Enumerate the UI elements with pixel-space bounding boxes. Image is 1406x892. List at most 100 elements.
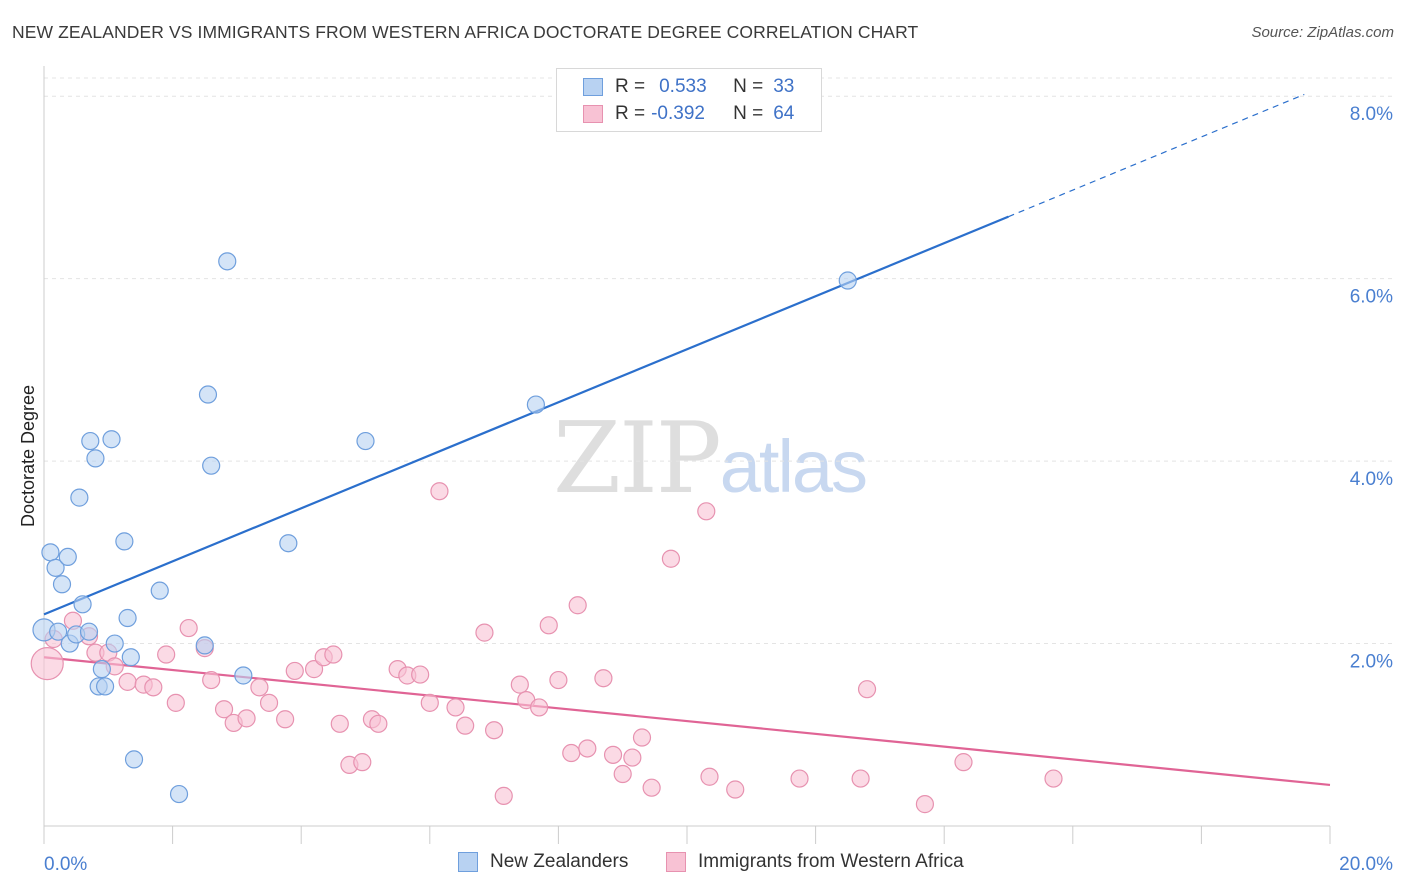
y-tick-label: 4.0% [1350,469,1393,490]
trendline-new-zealanders-projection [1008,93,1305,218]
point-new-zealanders [218,252,237,271]
legend-n-label: N = [733,103,764,124]
bottom-legend-item-new-zealanders: New Zealanders [458,851,628,873]
point-western-africa [697,502,716,521]
source-attribution: Source: ZipAtlas.com [1251,24,1394,41]
point-western-africa [915,795,935,814]
watermark-atlas: atlas [719,425,868,508]
point-western-africa [118,672,137,691]
point-western-africa [285,661,304,681]
axis-layer [43,66,1331,844]
bottom-legend-swatch-blue [458,852,478,872]
point-new-zealanders [92,660,111,679]
point-new-zealanders [102,430,121,449]
point-new-zealanders [150,581,169,600]
y-axis-label: Doctorate Degree [18,385,38,527]
point-western-africa [594,669,613,688]
point-western-africa [510,675,529,694]
point-western-africa [1044,769,1063,788]
point-western-africa [613,764,632,784]
point-new-zealanders [95,677,115,696]
watermark-zip: ZIP [553,402,722,516]
point-western-africa [562,743,581,763]
point-western-africa [330,714,349,733]
point-western-africa [539,616,558,635]
point-western-africa [700,767,719,786]
point-western-africa [851,769,870,788]
point-western-africa [144,678,163,697]
x-tick-label: 0.0% [44,854,87,875]
point-new-zealanders [124,750,144,769]
legend-n-value: 33 [773,76,795,97]
point-new-zealanders [195,636,214,655]
y-tick-label: 2.0% [1350,652,1393,673]
point-new-zealanders [526,395,545,414]
point-western-africa [237,709,256,728]
point-new-zealanders [121,648,140,667]
point-western-africa [179,618,198,638]
point-new-zealanders [169,784,189,804]
point-western-africa [420,693,439,712]
point-western-africa [632,728,652,747]
point-western-africa [475,623,494,642]
point-new-zealanders [41,543,60,562]
point-new-zealanders [70,488,89,507]
watermark: ZIPatlas [553,402,868,516]
point-western-africa [578,739,597,758]
point-western-africa [446,698,465,717]
point-new-zealanders [52,575,72,594]
bottom-legend: New Zealanders Immigrants from Western A… [0,851,1406,879]
point-western-africa [568,596,587,615]
point-western-africa [30,647,64,681]
bottom-legend-swatch-pink [666,852,686,872]
point-new-zealanders [838,271,857,290]
point-new-zealanders [356,431,375,451]
legend: R = 0.533 N = 33 R = -0.392 N = 64 [556,68,822,132]
point-western-africa [369,714,388,733]
bottom-legend-label: Immigrants from Western Africa [698,851,964,872]
legend-swatch-blue [583,78,603,96]
point-new-zealanders [105,634,124,653]
point-western-africa [353,753,372,772]
y-tick-label: 6.0% [1350,287,1393,308]
points-layer [30,252,1063,814]
legend-r-value: -0.392 [651,103,705,124]
point-western-africa [603,745,623,764]
point-western-africa [430,482,449,501]
point-western-africa [411,665,430,684]
legend-r-label: R = [615,76,646,97]
point-new-zealanders [279,534,298,553]
point-new-zealanders [115,532,134,551]
point-western-africa [250,678,269,697]
legend-n-value: 64 [773,103,795,124]
legend-r-value: 0.533 [659,76,707,97]
legend-row-new-zealanders: R = 0.533 N = 33 [557,74,794,100]
point-western-africa [642,778,661,797]
point-western-africa [857,680,877,699]
point-western-africa [202,670,221,690]
point-western-africa [456,716,475,735]
point-western-africa [530,698,549,717]
trendline-new-zealanders [43,215,1009,616]
point-new-zealanders [79,622,99,641]
tick-layer: 2.0% 4.0% 6.0% 8.0% 0.0% 20.0% [44,104,1393,875]
point-western-africa [157,645,176,664]
y-tick-label: 8.0% [1350,104,1393,125]
grid-layer [44,77,1392,645]
point-new-zealanders [118,608,137,628]
point-new-zealanders [46,558,65,577]
point-western-africa [954,753,973,772]
point-new-zealanders [58,547,77,567]
point-western-africa [494,786,513,805]
point-western-africa [214,700,234,719]
legend-swatch-pink [583,105,603,123]
point-new-zealanders [86,449,105,468]
point-western-africa [276,710,295,729]
chart-title: NEW ZEALANDER VS IMMIGRANTS FROM WESTERN… [12,22,919,42]
point-new-zealanders [49,622,68,641]
point-western-africa [485,721,504,740]
point-new-zealanders [202,456,221,475]
point-western-africa [166,693,185,712]
point-new-zealanders [198,385,218,404]
legend-n-label: N = [733,76,764,97]
